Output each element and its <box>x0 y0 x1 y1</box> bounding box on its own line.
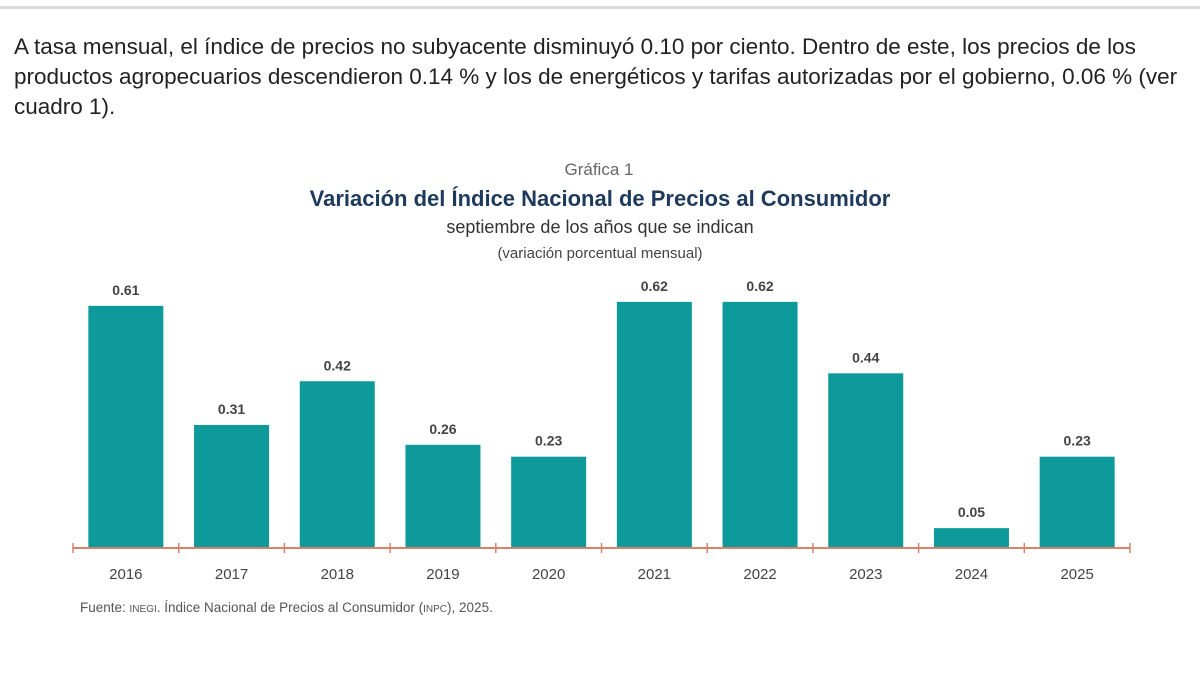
bar-2018 <box>299 381 375 548</box>
chart-number: Gráfica 1 <box>564 160 634 179</box>
source-org: INEGI <box>129 604 157 615</box>
data-label-2016: 0.61 <box>112 282 139 298</box>
data-label-2017: 0.31 <box>218 401 245 417</box>
chart-title: Variación del Índice Nacional de Precios… <box>309 186 891 211</box>
bar-2022 <box>722 301 798 548</box>
x-tick-label-2017: 2017 <box>215 566 248 583</box>
top-divider <box>0 6 1200 9</box>
x-tick-label-2021: 2021 <box>638 566 671 583</box>
data-label-2022: 0.62 <box>746 278 773 294</box>
x-tick-label-2019: 2019 <box>426 566 459 583</box>
data-label-2018: 0.42 <box>324 357 351 373</box>
x-tick-label-2025: 2025 <box>1060 566 1093 583</box>
data-label-2019: 0.26 <box>429 421 456 437</box>
data-label-2020: 0.23 <box>535 433 562 449</box>
x-tick-label-2018: 2018 <box>321 566 354 583</box>
bar-2024 <box>933 528 1009 548</box>
source-note: Fuente: INEGI. Índice Nacional de Precio… <box>80 600 493 615</box>
data-label-2024: 0.05 <box>958 504 985 520</box>
bar-2025 <box>1039 456 1115 548</box>
x-tick-label-2024: 2024 <box>955 566 988 583</box>
chart-unit-note: (variación porcentual mensual) <box>497 245 703 262</box>
x-tick-label-2022: 2022 <box>743 566 776 583</box>
bar-2020 <box>511 456 587 548</box>
source-text: . Índice Nacional de Precios al Consumid… <box>156 600 424 615</box>
source-suffix: ), 2025. <box>447 600 493 615</box>
chart-subtitle: septiembre de los años que se indican <box>446 217 754 237</box>
bar-2019 <box>405 444 481 548</box>
x-tick-label-2016: 2016 <box>109 566 142 583</box>
bar-2017 <box>194 424 270 548</box>
bar-2021 <box>616 301 692 548</box>
data-label-2025: 0.23 <box>1064 433 1091 449</box>
source-prefix: Fuente: <box>80 600 130 615</box>
data-label-2023: 0.44 <box>852 349 879 365</box>
x-tick-label-2020: 2020 <box>532 566 565 583</box>
bar-2016 <box>88 305 164 548</box>
source-abbr: INPC <box>423 604 448 615</box>
data-label-2021: 0.62 <box>641 278 668 294</box>
bar-2023 <box>828 373 904 548</box>
body-paragraph: A tasa mensual, el índice de precios no … <box>14 34 1178 119</box>
x-tick-label-2023: 2023 <box>849 566 882 583</box>
